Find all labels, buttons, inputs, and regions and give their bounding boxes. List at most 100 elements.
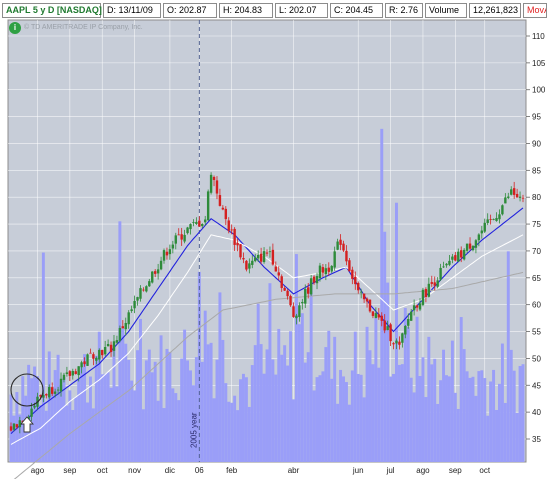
date-readout: D: 13/11/09	[103, 3, 161, 18]
volume-bar	[462, 349, 466, 462]
candle-body	[77, 366, 80, 376]
candle-body	[495, 217, 498, 221]
candle-body	[374, 313, 378, 318]
volume-bar	[286, 365, 290, 462]
volume-bar	[339, 369, 343, 462]
volume-bar	[133, 390, 137, 462]
volume-bar	[350, 370, 354, 462]
volume-bar	[518, 365, 522, 462]
volume-bar	[36, 376, 39, 462]
volume-bar	[515, 412, 519, 462]
candle-body	[354, 276, 357, 285]
candle-body	[483, 222, 486, 232]
candle-body	[339, 239, 342, 245]
volume-bar	[180, 358, 184, 462]
candle-body	[62, 374, 66, 380]
candle-body	[215, 180, 219, 194]
volume-bar	[365, 326, 369, 462]
candle-body	[109, 344, 113, 353]
candle-body	[59, 378, 63, 392]
candle-body	[357, 282, 360, 291]
volume-bar	[327, 330, 331, 462]
volume-bar	[59, 385, 63, 462]
candle-body	[80, 362, 83, 368]
candle-body	[298, 305, 301, 318]
study-label[interactable]: MovAvgExpone...	[523, 3, 547, 18]
candle-body	[304, 289, 307, 304]
volume-bar	[456, 408, 460, 462]
candle-body	[424, 289, 428, 298]
candle-body	[451, 256, 454, 260]
candle-body	[39, 395, 42, 397]
candle-body	[204, 219, 207, 223]
ema-mid-line	[10, 234, 524, 445]
candle-body	[142, 289, 145, 291]
candle-body	[101, 349, 104, 356]
candle-body	[492, 218, 495, 220]
x-tick-label: sep	[63, 466, 76, 475]
volume-bar	[512, 370, 516, 462]
candle-body	[295, 315, 298, 319]
candle-body	[309, 278, 313, 295]
volume-bar	[265, 349, 269, 462]
candle-body	[433, 282, 436, 286]
candle-body	[324, 268, 328, 275]
candle-body	[518, 196, 522, 198]
candle-body	[377, 314, 381, 318]
volume-bar	[97, 331, 101, 462]
candle-body	[230, 229, 233, 231]
volume-bar	[256, 303, 260, 462]
volume-bar	[465, 371, 469, 462]
symbol-label[interactable]: AAPL 5 y D [NASDAQ]	[2, 3, 102, 18]
volume-bar	[336, 403, 340, 462]
volume-bar	[268, 283, 272, 462]
candle-body	[280, 276, 283, 288]
volume-bar	[71, 410, 75, 462]
volume-bar	[274, 374, 278, 462]
candle-body	[368, 299, 372, 312]
candle-body	[53, 391, 57, 394]
up-arrow-icon	[20, 416, 34, 433]
volume-bar	[297, 324, 301, 462]
volume-bar	[309, 281, 313, 462]
volume-bar	[415, 316, 419, 462]
volume-bar	[127, 359, 131, 462]
candle-body	[345, 250, 348, 262]
candle-body	[333, 251, 336, 268]
candle-body	[407, 319, 410, 326]
volume-bar	[489, 381, 493, 462]
candle-body	[33, 405, 36, 408]
info-icon[interactable]: i	[9, 22, 21, 34]
candle-body	[504, 197, 507, 204]
volume-bar	[174, 393, 178, 462]
volume-bar	[165, 348, 169, 462]
candle-body	[480, 230, 484, 234]
volume-bar	[383, 231, 387, 462]
volume-bar	[474, 395, 478, 462]
candle-body	[289, 295, 292, 306]
volume-bar	[506, 251, 510, 462]
candle-body	[268, 251, 272, 253]
volume-bar	[483, 378, 487, 462]
volume-bar	[115, 386, 119, 462]
candle-body	[83, 361, 86, 365]
volume-bar	[221, 339, 225, 462]
volume-bar	[344, 382, 348, 462]
candle-body	[136, 297, 139, 301]
high-readout: H: 204.83	[219, 3, 273, 18]
volume-bar	[321, 371, 325, 462]
candle-body	[330, 265, 333, 272]
volume-bar	[406, 327, 410, 462]
candle-body	[274, 266, 278, 272]
y-tick-label: 60	[532, 301, 541, 310]
year-marker-label: 2005 year	[189, 412, 198, 448]
volume-bar	[436, 403, 440, 462]
x-tick-label: abr	[288, 466, 300, 475]
candle-body	[218, 195, 222, 206]
candle-body	[521, 197, 525, 199]
candle-body	[392, 343, 395, 345]
volume-bar	[306, 352, 310, 462]
candle-body	[362, 293, 366, 300]
volume-bar	[374, 317, 378, 462]
